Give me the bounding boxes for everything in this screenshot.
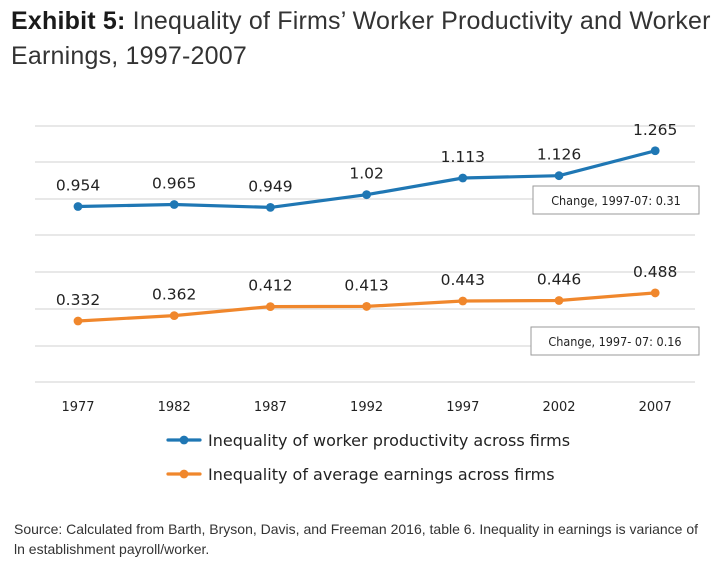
earnings-point-1987: [266, 302, 275, 311]
legend-productivity-swatch-marker: [179, 435, 189, 445]
change-annotation-0: Change, 1997-07: 0.31: [551, 193, 681, 208]
productivity-label-1997: 1.113: [441, 148, 485, 166]
x-tick-label-1997: 1997: [446, 400, 479, 415]
productivity-point-2007: [650, 146, 660, 156]
chart-title: Exhibit 5: Inequality of Firms’ Worker P…: [11, 4, 711, 74]
productivity-point-1992: [362, 190, 371, 200]
productivity-point-1977: [73, 202, 83, 211]
productivity-point-1987: [266, 202, 275, 212]
legend-earnings-label: Inequality of average earnings across fi…: [208, 465, 555, 484]
x-tick-label-2002: 2002: [542, 400, 575, 415]
earnings-label-2007: 0.488: [633, 263, 677, 281]
title-text: Inequality of Firms’ Worker Productivity…: [11, 7, 711, 70]
x-tick-label-1987: 1987: [254, 400, 287, 415]
source-note: Source: Calculated from Barth, Bryson, D…: [14, 521, 699, 557]
exhibit-label: Exhibit 5:: [11, 7, 126, 35]
productivity-label-1987: 0.949: [248, 177, 292, 195]
earnings-label-1987: 0.412: [248, 277, 292, 295]
productivity-label-2002: 1.126: [537, 146, 581, 164]
earnings-point-2007: [650, 288, 660, 298]
earnings-point-1997: [458, 296, 468, 306]
productivity-label-1992: 1.02: [349, 165, 384, 183]
earnings-label-1982: 0.362: [152, 286, 196, 304]
x-tick-label-2007: 2007: [639, 400, 672, 415]
x-tick-label-1982: 1982: [158, 400, 191, 415]
change-box-1: [530, 326, 700, 356]
change-box-0: [532, 185, 700, 215]
productivity-point-1997: [458, 173, 468, 183]
x-tick-label-1977: 1977: [61, 400, 94, 415]
x-tick-label-1992: 1992: [350, 400, 383, 415]
earnings-point-1982: [169, 311, 179, 320]
earnings-label-2002: 0.446: [537, 270, 581, 288]
legend-productivity-label: Inequality of worker productivity across…: [208, 431, 570, 450]
earnings-label-1977: 0.332: [56, 291, 100, 309]
productivity-point-1982: [169, 200, 179, 209]
earnings-point-2002: [554, 296, 564, 305]
earnings-point-1992: [362, 302, 371, 311]
earnings-point-1977: [73, 316, 83, 326]
legend-earnings-swatch-marker: [179, 469, 189, 479]
earnings-label-1992: 0.413: [344, 276, 388, 294]
productivity-point-2002: [554, 171, 564, 181]
productivity-label-2007: 1.265: [633, 121, 677, 139]
productivity-label-1977: 0.954: [56, 177, 100, 195]
change-annotation-1: Change, 1997- 07: 0.16: [548, 334, 681, 349]
earnings-label-1997: 0.443: [441, 271, 485, 289]
productivity-label-1982: 0.965: [152, 175, 196, 193]
